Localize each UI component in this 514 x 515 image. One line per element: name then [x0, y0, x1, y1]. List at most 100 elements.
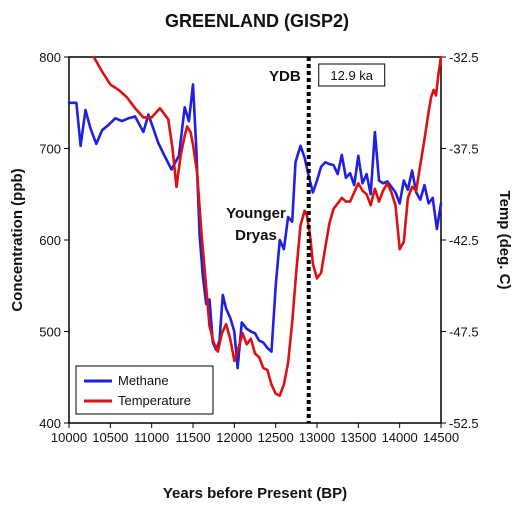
data-point-temperature [324, 246, 326, 248]
data-point-methane [114, 117, 116, 119]
data-point-methane [270, 351, 273, 353]
data-point-temperature [221, 332, 223, 334]
x-tick-label: 13000 [299, 430, 335, 445]
data-point-temperature [299, 224, 302, 226]
data-point-temperature [159, 107, 161, 109]
series-line-methane [67, 83, 443, 370]
data-point-methane [337, 173, 339, 175]
ydb-age-box [318, 63, 386, 87]
y-tick-label: 500 [39, 325, 61, 340]
x-tick-label: 10000 [51, 430, 87, 445]
x-tick-label: 14000 [382, 430, 418, 445]
y-axis-title: Concentration (ppb) [9, 168, 26, 311]
data-point-methane [237, 367, 239, 369]
data-point-temperature [266, 369, 268, 371]
data-point-methane [101, 129, 103, 131]
data-point-methane [415, 191, 417, 193]
data-point-methane [294, 161, 297, 163]
data-point-methane [202, 276, 204, 278]
data-point-temperature [370, 204, 372, 206]
data-point-temperature [287, 362, 289, 364]
data-point-temperature [316, 277, 318, 279]
data-point-methane [291, 221, 293, 223]
data-point-temperature [184, 135, 186, 137]
data-point-methane [436, 228, 438, 230]
x-tick-label: 12500 [258, 430, 294, 445]
data-point-temperature [419, 164, 421, 166]
data-point-temperature [361, 190, 364, 192]
y2-tick-label: -37.5 [449, 142, 479, 157]
data-point-temperature [399, 248, 401, 250]
data-point-temperature [357, 182, 359, 184]
data-point-methane [157, 142, 159, 144]
data-point-temperature [167, 118, 169, 120]
chart-title: GREENLAND (GISP2) [165, 11, 349, 31]
data-point-temperature [366, 193, 368, 195]
data-point-methane [199, 234, 201, 236]
x-tick-label: 10500 [92, 430, 128, 445]
data-point-methane [95, 143, 97, 145]
data-point-methane [440, 202, 442, 204]
data-point-methane [184, 106, 186, 108]
data-point-temperature [186, 125, 188, 128]
data-point-methane [195, 147, 197, 150]
data-point-temperature [192, 144, 194, 146]
data-point-methane [108, 124, 110, 126]
data-point-methane [258, 340, 260, 342]
data-point-temperature [378, 201, 380, 203]
data-point-temperature [374, 188, 376, 190]
x-tick-label: 14500 [423, 430, 459, 445]
data-point-methane [241, 321, 243, 323]
data-point-methane [382, 182, 384, 184]
data-point-methane [275, 285, 277, 287]
data-point-temperature [390, 191, 392, 193]
data-point-methane [262, 341, 264, 344]
data-point-temperature [306, 215, 308, 217]
data-point-methane [390, 186, 392, 188]
data-point-temperature [295, 270, 297, 272]
data-point-methane [353, 184, 355, 186]
data-point-temperature [250, 338, 252, 340]
data-point-methane [332, 164, 335, 166]
data-point-methane [225, 308, 227, 310]
data-point-temperature [171, 146, 173, 148]
data-point-methane [127, 117, 130, 119]
data-point-methane [178, 155, 180, 157]
data-point-temperature [270, 384, 273, 386]
data-point-methane [419, 199, 421, 201]
data-point-temperature [304, 210, 306, 212]
data-point-methane [432, 197, 434, 199]
data-point-temperature [349, 201, 351, 203]
legend-box [75, 365, 214, 415]
data-point-temperature [275, 393, 277, 395]
x-tick-label: 13500 [340, 430, 376, 445]
data-point-methane [287, 216, 289, 218]
data-point-temperature [213, 341, 215, 344]
data-point-methane [89, 127, 92, 129]
data-point-temperature [320, 272, 322, 274]
data-point-methane [147, 114, 149, 116]
data-point-methane [428, 202, 430, 204]
data-point-temperature [246, 343, 248, 345]
data-point-methane [80, 145, 82, 147]
y2-tick-label: -52.5 [449, 416, 479, 431]
data-point-methane [163, 154, 165, 156]
series-line-temperature [92, 55, 443, 397]
axes: 10000 10500 11000 11500 12000 12500 13000 13500… [39, 50, 478, 445]
data-point-temperature [196, 171, 198, 173]
data-point-temperature [204, 277, 206, 279]
data-point-temperature [242, 332, 244, 334]
data-point-methane [394, 191, 397, 193]
data-point-methane [349, 172, 351, 174]
data-point-methane [374, 131, 376, 133]
data-point-temperature [101, 71, 103, 73]
data-point-methane [370, 193, 372, 195]
younger-dryas-label: Dryas [235, 227, 277, 244]
data-point-temperature [180, 155, 182, 157]
y-tick-label: 800 [39, 50, 61, 65]
data-point-temperature [332, 208, 335, 210]
data-point-temperature [337, 202, 339, 204]
data-point-temperature [283, 384, 285, 386]
ydb-age-label: 12.9 ka [330, 68, 373, 83]
